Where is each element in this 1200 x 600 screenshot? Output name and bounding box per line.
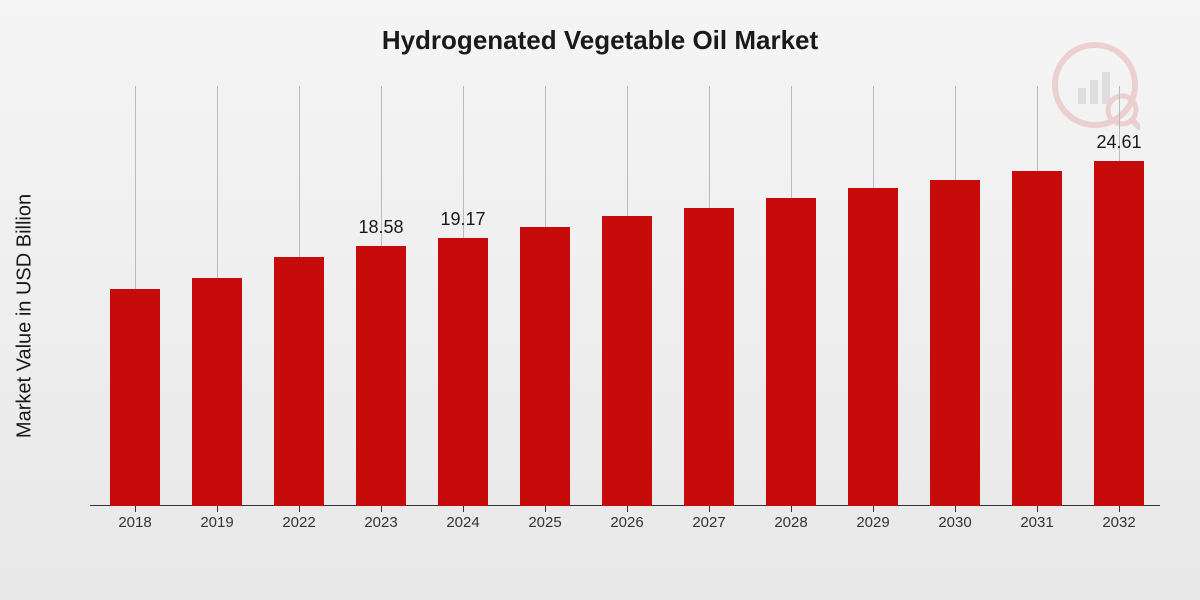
x-tick xyxy=(1119,506,1120,512)
bar xyxy=(602,216,652,506)
x-axis-label: 2023 xyxy=(351,514,411,531)
bar-value-label: 24.61 xyxy=(1089,132,1149,153)
x-axis-label: 2018 xyxy=(105,514,165,531)
x-axis-label: 2025 xyxy=(515,514,575,531)
x-tick xyxy=(627,506,628,512)
x-tick xyxy=(791,506,792,512)
bar xyxy=(192,278,242,506)
bar xyxy=(1094,161,1144,506)
x-tick xyxy=(135,506,136,512)
x-tick xyxy=(955,506,956,512)
bar xyxy=(1012,171,1062,506)
chart-container: Market Value in USD Billion 201820192022… xyxy=(70,86,1170,546)
bar-value-label: 19.17 xyxy=(433,209,493,230)
plot-area: 20182019202218.58202319.1720242025202620… xyxy=(90,86,1160,506)
bar xyxy=(274,257,324,506)
x-axis-label: 2031 xyxy=(1007,514,1067,531)
bar xyxy=(684,208,734,506)
x-axis-label: 2024 xyxy=(433,514,493,531)
x-tick xyxy=(545,506,546,512)
x-axis-label: 2032 xyxy=(1089,514,1149,531)
x-axis-label: 2029 xyxy=(843,514,903,531)
chart-title: Hydrogenated Vegetable Oil Market xyxy=(0,0,1200,76)
bar xyxy=(848,188,898,506)
x-tick xyxy=(381,506,382,512)
bar-value-label: 18.58 xyxy=(351,217,411,238)
x-axis-label: 2028 xyxy=(761,514,821,531)
bar xyxy=(110,289,160,506)
x-axis-label: 2027 xyxy=(679,514,739,531)
x-tick xyxy=(873,506,874,512)
x-axis-label: 2022 xyxy=(269,514,329,531)
bar xyxy=(438,238,488,506)
bar xyxy=(766,198,816,506)
x-tick xyxy=(1037,506,1038,512)
x-tick xyxy=(299,506,300,512)
x-axis-label: 2019 xyxy=(187,514,247,531)
x-tick xyxy=(709,506,710,512)
x-axis-label: 2030 xyxy=(925,514,985,531)
y-axis-label: Market Value in USD Billion xyxy=(14,194,37,438)
bar xyxy=(930,180,980,506)
x-axis-label: 2026 xyxy=(597,514,657,531)
x-tick xyxy=(217,506,218,512)
bar xyxy=(356,246,406,506)
bar xyxy=(520,227,570,506)
x-tick xyxy=(463,506,464,512)
